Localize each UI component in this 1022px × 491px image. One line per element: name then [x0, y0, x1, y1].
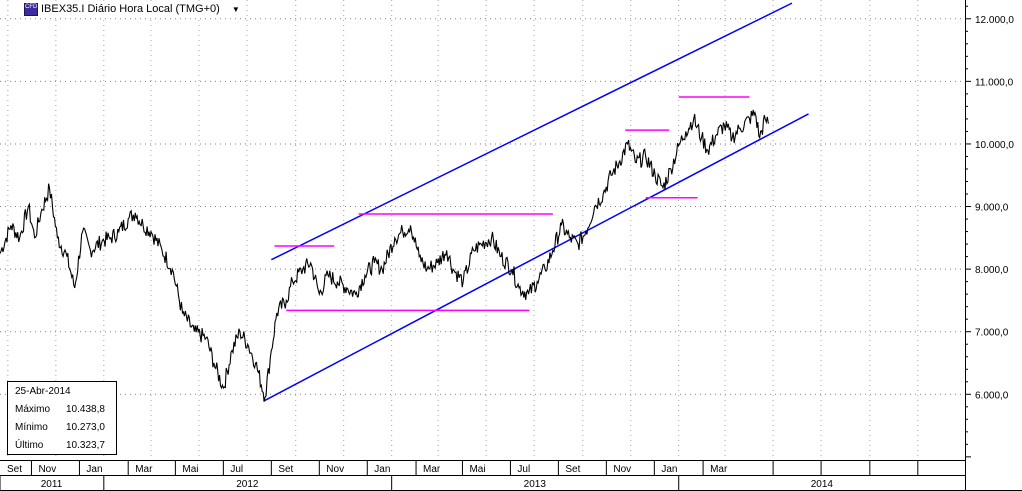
channel-trendline [263, 113, 809, 402]
month-tick-label: Mai [469, 464, 485, 475]
info-value: 10.323,7 [66, 440, 105, 451]
month-tick-label: Jul [517, 464, 530, 475]
year-tick-label: 2014 [811, 479, 834, 490]
month-tick-label: Set [565, 464, 580, 475]
year-tick-label: 2011 [41, 479, 63, 490]
month-tick-label: Nov [613, 464, 631, 475]
price-tick-label: 8.000,0 [975, 265, 1009, 276]
month-tick-label: Mar [423, 464, 441, 475]
annotation-layer [263, 2, 809, 402]
price-tick-label: 12.000,0 [975, 15, 1014, 26]
price-tick-label: 10.000,0 [975, 140, 1014, 151]
price-axis-panel [965, 0, 1022, 491]
price-tick-label: 9.000,0 [975, 203, 1009, 214]
info-label: Último [15, 440, 44, 451]
data-window: 25-Abr-2014 Máximo 10.438,8 Mínimo 10.27… [7, 381, 117, 455]
price-tick-label: 6.000,0 [975, 390, 1009, 401]
price-layer [0, 109, 769, 402]
info-value: 10.438,8 [66, 404, 105, 415]
info-label: Máximo [15, 404, 51, 415]
month-tick-label: Jan [374, 464, 390, 475]
year-tick-label: 2012 [236, 479, 259, 490]
channel-trendline [271, 2, 793, 261]
month-tick-label: Jan [661, 464, 677, 475]
chart-header[interactable]: CFD IBEX35.I Diário Hora Local (TMG+0) ▼ [24, 2, 240, 16]
dropdown-arrow-icon[interactable]: ▼ [231, 4, 240, 14]
cfd-icon: CFD [24, 2, 38, 16]
price-tick-label: 7.000,0 [975, 328, 1009, 339]
month-tick-label: Mai [182, 464, 198, 475]
month-tick-label: Nov [38, 464, 56, 475]
info-value: 10.273,0 [66, 422, 105, 433]
month-tick-label: Mar [135, 464, 153, 475]
month-tick-label: Set [278, 464, 293, 475]
info-date: 25-Abr-2014 [15, 386, 71, 397]
month-tick-label: Nov [326, 464, 344, 475]
month-tick-label: Jan [86, 464, 102, 475]
info-label: Mínimo [15, 422, 48, 433]
price-series-line [0, 109, 769, 402]
chart-title: IBEX35.I Diário Hora Local (TMG+0) [41, 3, 220, 15]
year-tick-label: 2013 [524, 479, 547, 490]
month-tick-label: Jul [230, 464, 243, 475]
grid-layer [0, 0, 965, 460]
price-tick-label: 11.000,0 [975, 77, 1014, 88]
month-tick-label: Set [7, 464, 22, 475]
month-tick-label: Mar [710, 464, 728, 475]
